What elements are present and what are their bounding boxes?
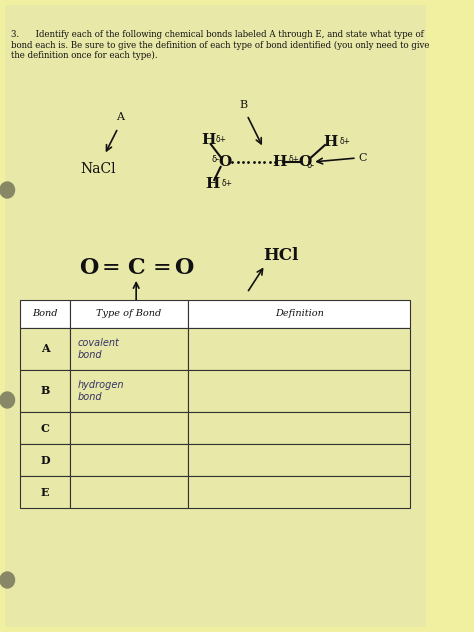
Text: C: C — [359, 153, 367, 163]
Text: hydrogen
bond: hydrogen bond — [77, 380, 124, 402]
Bar — [20, 370, 70, 412]
Text: D: D — [132, 316, 141, 326]
Text: H: H — [201, 133, 216, 147]
Text: Definition: Definition — [275, 310, 324, 319]
Bar — [188, 412, 410, 444]
Text: D: D — [40, 454, 50, 466]
Bar — [20, 328, 70, 370]
Text: HCl: HCl — [264, 246, 299, 264]
Text: A: A — [116, 112, 124, 122]
Text: covalent
bond: covalent bond — [77, 337, 119, 360]
Text: E: E — [41, 487, 49, 497]
Text: Type of Bond: Type of Bond — [96, 310, 162, 319]
Text: C: C — [128, 257, 145, 279]
Text: NaCl: NaCl — [80, 162, 116, 176]
Bar — [70, 370, 188, 412]
Bar — [70, 476, 188, 508]
Text: δ-: δ- — [212, 154, 220, 164]
Bar — [188, 370, 410, 412]
Text: O: O — [299, 155, 311, 169]
Text: B: B — [239, 100, 247, 110]
Bar — [188, 476, 410, 508]
Bar — [20, 476, 70, 508]
Text: H: H — [205, 177, 219, 191]
Text: H: H — [273, 155, 287, 169]
Text: 3.      Identify each of the following chemical bonds labeled A through E, and s: 3. Identify each of the following chemic… — [11, 30, 429, 60]
Bar — [188, 328, 410, 370]
Bar — [20, 444, 70, 476]
Bar — [70, 300, 188, 328]
Text: δ+: δ+ — [339, 138, 350, 147]
Bar — [188, 300, 410, 328]
Text: O: O — [173, 257, 193, 279]
Bar — [20, 412, 70, 444]
Bar — [70, 412, 188, 444]
FancyBboxPatch shape — [5, 5, 426, 627]
Text: C: C — [40, 423, 49, 434]
Text: O: O — [79, 257, 99, 279]
Bar — [70, 444, 188, 476]
Circle shape — [0, 182, 15, 198]
Text: δ+: δ+ — [216, 135, 227, 145]
Text: E: E — [241, 303, 249, 313]
Text: B: B — [40, 386, 50, 396]
Text: δ+: δ+ — [221, 179, 233, 188]
Text: δ+: δ+ — [289, 154, 300, 164]
Text: A: A — [41, 344, 49, 355]
Bar — [188, 444, 410, 476]
Text: O: O — [219, 155, 232, 169]
Text: =: = — [101, 257, 120, 279]
Bar — [20, 300, 70, 328]
Text: H: H — [323, 135, 337, 149]
Circle shape — [0, 572, 15, 588]
Circle shape — [0, 392, 15, 408]
Text: Bond: Bond — [32, 310, 58, 319]
Text: =: = — [152, 257, 171, 279]
Bar — [70, 328, 188, 370]
Text: δ-: δ- — [307, 161, 315, 169]
